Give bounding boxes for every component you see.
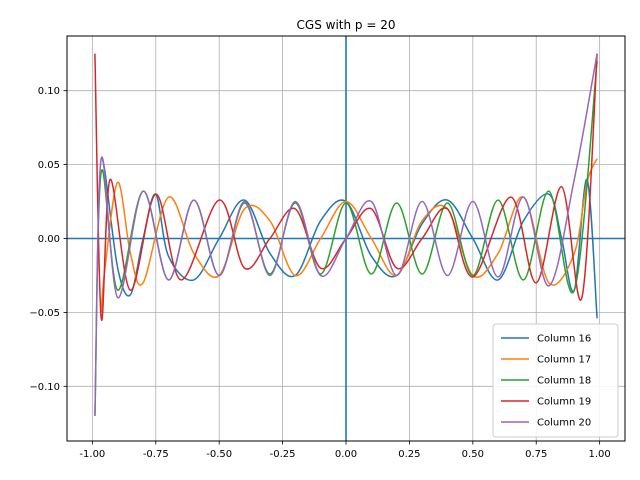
- x-tick-label: 0.25: [398, 449, 420, 460]
- x-tick-label: 1.00: [589, 449, 611, 460]
- y-tick-label: −0.05: [29, 308, 60, 319]
- x-tick-label: 0.50: [462, 449, 484, 460]
- x-tick-label: 0.00: [335, 449, 357, 460]
- legend-label: Column 19: [537, 397, 591, 408]
- x-tick-label: -0.50: [206, 449, 232, 460]
- legend: Column 16 Column 17 Column 18 Column 19 Colu…: [492, 323, 619, 438]
- legend-label: Column 20: [537, 418, 591, 429]
- y-tick-label: 0.10: [38, 86, 60, 97]
- y-tick-label: −0.10: [29, 382, 60, 393]
- y-tick-label: 0.05: [38, 160, 60, 171]
- y-tick-label: 0.00: [38, 234, 60, 245]
- x-tick-label: 0.75: [525, 449, 547, 460]
- x-tick-label: -0.25: [270, 449, 296, 460]
- x-tick-label: -0.75: [143, 449, 169, 460]
- series-line-20: [94, 53, 598, 416]
- legend-box: [492, 323, 619, 438]
- y-axis: 0.10 0.05 0.00 −0.05 −0.10: [29, 86, 67, 393]
- x-axis: -1.00 -0.75 -0.50 -0.25 0.00 0.25 0.50 0.75 1.00: [79, 441, 611, 460]
- legend-label: Column 18: [537, 376, 591, 387]
- legend-label: Column 17: [537, 355, 591, 366]
- series-line-19: [94, 53, 598, 321]
- x-tick-label: -1.00: [79, 449, 105, 460]
- legend-label: Column 16: [537, 334, 591, 345]
- chart-title: CGS with p = 20: [297, 18, 396, 32]
- plot-area: [94, 53, 598, 416]
